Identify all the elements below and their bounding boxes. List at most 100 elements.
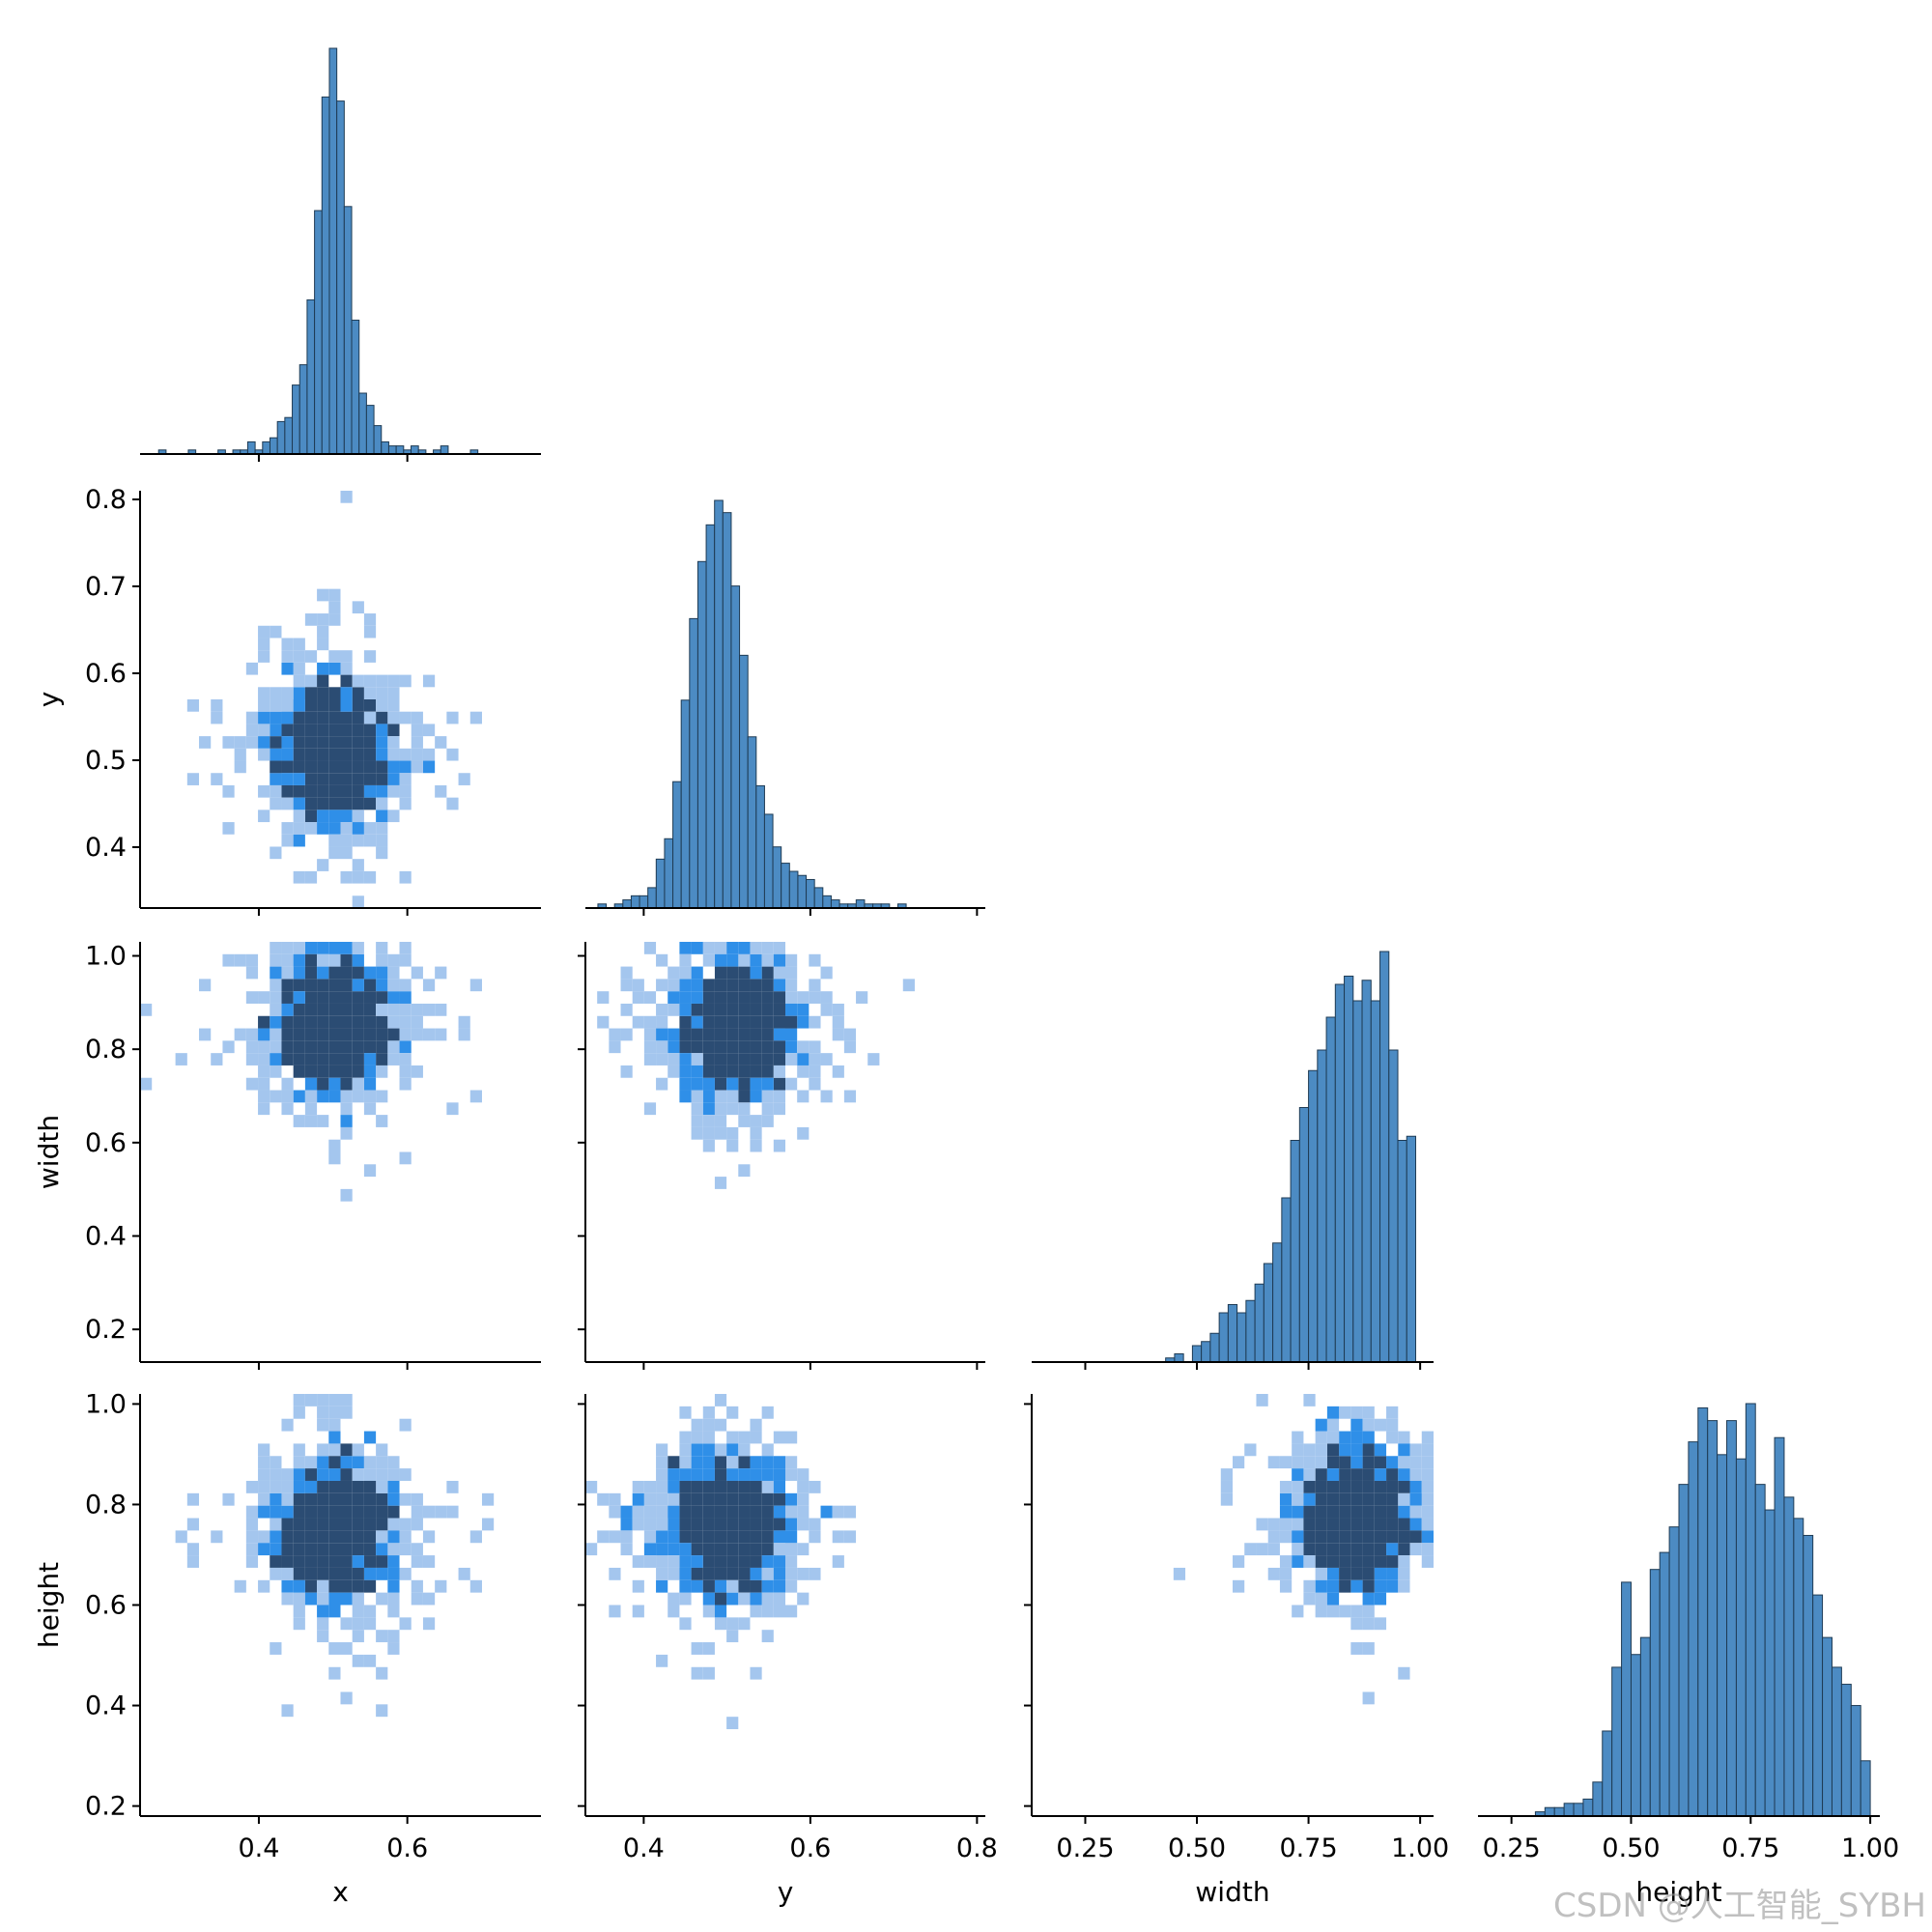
heatmap-cell	[620, 1530, 633, 1544]
heatmap-cell	[691, 979, 703, 992]
heatmap-cell	[352, 1530, 364, 1544]
heatmap-cell	[1292, 1480, 1304, 1493]
heatmap-cell	[714, 1115, 727, 1127]
heatmap-cell	[328, 1505, 341, 1519]
heatmap-cell	[726, 1028, 739, 1041]
heatmap-cell	[422, 724, 436, 737]
heatmap-cell	[726, 1717, 739, 1730]
heatmap-cell	[376, 760, 388, 774]
hist-bar-width	[1388, 1049, 1399, 1363]
heatmap-cell	[691, 942, 703, 954]
heatmap-cell	[738, 1164, 751, 1178]
heatmap-cell	[245, 1053, 259, 1065]
heatmap-cell	[750, 1579, 762, 1593]
heatmap-cell	[597, 991, 610, 1004]
heatmap-cell	[328, 834, 341, 847]
heatmap-cell	[1292, 1505, 1304, 1519]
heatmap-cell	[809, 1480, 821, 1493]
heatmap-cell	[1362, 1617, 1375, 1631]
heatmap-cell	[363, 724, 377, 737]
heatmap-cell	[773, 1579, 785, 1593]
heatmap-cell	[376, 822, 388, 835]
heatmap-cell	[1292, 1492, 1304, 1506]
x-axis-label-height: height	[1635, 1876, 1721, 1908]
heatmap-cell	[809, 953, 821, 967]
heatmap-cell	[761, 966, 774, 980]
heatmap-cell	[340, 748, 353, 761]
heatmap-cell	[1292, 1555, 1304, 1568]
heatmap-cell	[387, 953, 400, 967]
heatmap-cell	[376, 1090, 388, 1103]
heatmap-cell	[738, 1592, 751, 1605]
heatmap-cell	[340, 1456, 353, 1469]
heatmap-cell	[317, 859, 329, 871]
heatmap-cell	[714, 1505, 727, 1519]
heatmap-cell	[270, 1505, 282, 1519]
heatmap-cell	[1315, 1605, 1327, 1618]
hist-bar-x	[321, 96, 330, 455]
y-tick-label: 0.7	[85, 572, 127, 602]
y-tick-label: 0.4	[85, 833, 127, 863]
heatmap-cell	[714, 1090, 727, 1103]
heatmap-cell	[738, 953, 751, 967]
heatmap-cell	[1362, 1443, 1375, 1457]
heatmap-cell	[258, 1028, 270, 1041]
heatmap-cell	[363, 760, 377, 774]
heatmap-cell	[1398, 1431, 1410, 1444]
heatmap-cell	[328, 784, 341, 798]
heatmap-cell	[411, 736, 423, 749]
heatmap-cell	[422, 1530, 436, 1544]
heatmap-cell	[317, 662, 329, 675]
heatmap-cell	[702, 1592, 715, 1605]
heatmap-cell	[773, 1028, 785, 1041]
heatmap-cell	[1279, 1530, 1293, 1544]
heatmap-cell	[750, 1666, 762, 1680]
heatmap-cell	[585, 1480, 598, 1493]
heatmap-cell	[317, 1065, 329, 1078]
heatmap-cell	[281, 991, 294, 1004]
heatmap-cell	[1315, 1555, 1327, 1568]
heatmap-cell	[1421, 1480, 1434, 1493]
panel-height-vs-width: 0.25 0.50 0.75 1.00 width	[1024, 1394, 1449, 1908]
hist-bar-height	[1544, 1806, 1555, 1817]
heatmap-cell	[809, 1077, 821, 1091]
heatmap-cell	[761, 1492, 774, 1506]
heatmap-cell	[281, 638, 294, 651]
heatmap-cell	[1233, 1579, 1245, 1593]
heatmap-cell	[270, 1028, 282, 1041]
heatmap-cell	[1279, 1579, 1293, 1593]
heatmap-cell	[258, 748, 270, 761]
heatmap-cell	[1421, 1492, 1434, 1506]
heatmap-cell	[1386, 1555, 1399, 1568]
heatmap-cell	[702, 1139, 715, 1152]
heatmap-cell	[1326, 1418, 1340, 1432]
heatmap-cell	[328, 662, 341, 675]
heatmap-cell	[281, 1704, 294, 1718]
heatmap-cell	[714, 1015, 727, 1029]
heatmap-cell	[281, 1468, 294, 1481]
heatmap-cell	[304, 773, 318, 785]
heatmap-cell	[317, 1492, 329, 1506]
heatmap-cell	[1386, 1518, 1399, 1531]
hist-bar-width	[1263, 1263, 1274, 1363]
heatmap-cell	[258, 1090, 270, 1103]
heatmap-cell	[1398, 1555, 1410, 1568]
x-tick-label: 0.8	[956, 1833, 998, 1863]
heatmap-cell	[761, 1090, 774, 1103]
hist-bar-height	[1659, 1551, 1670, 1817]
heatmap-cell	[773, 1040, 785, 1054]
heatmap-cell	[1267, 1518, 1280, 1531]
heatmap-cell	[632, 1579, 644, 1593]
heatmap-cell	[702, 1579, 715, 1593]
heatmap-cell	[714, 966, 727, 980]
heatmap-cell	[1374, 1492, 1387, 1506]
x-tick-label: 0.50	[1168, 1833, 1226, 1863]
heatmap-cell	[258, 1053, 270, 1065]
heatmap-cell	[270, 1040, 282, 1054]
heatmap-cell	[387, 1579, 400, 1593]
heatmap-cell	[317, 1605, 329, 1618]
heatmap-cell	[1362, 1530, 1375, 1544]
heatmap-cell	[809, 1530, 821, 1544]
heatmap-cell	[1220, 1480, 1233, 1493]
heatmap-cell	[691, 1003, 703, 1016]
